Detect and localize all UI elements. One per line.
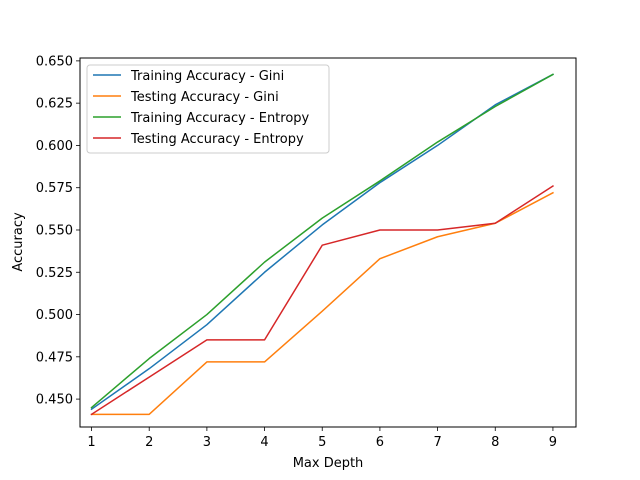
y-tick-label: 0.525: [36, 266, 73, 281]
x-axis-ticks: 1 2 3 4 5 6 7 8 9: [87, 427, 557, 450]
x-tick-label: 8: [491, 435, 499, 450]
y-tick-label: 0.575: [36, 181, 73, 196]
x-tick-label: 3: [203, 435, 211, 450]
y-tick-label: 0.600: [36, 139, 73, 154]
y-axis-ticks: 0.450 0.475 0.500 0.525 0.550 0.575 0.600 0.625…: [36, 54, 80, 408]
legend: Training Accuracy - Gini Testing Accuracy…: [86, 64, 330, 154]
series-line-4: [90, 184, 554, 416]
legend-label: Training Accuracy - Entropy: [130, 111, 310, 126]
legend-label: Testing Accuracy - Gini: [130, 90, 279, 105]
y-tick-label: 0.475: [36, 350, 73, 365]
x-tick-label: 6: [376, 435, 384, 450]
x-tick-label: 4: [260, 435, 268, 450]
series-layer: [90, 73, 554, 416]
y-tick-label: 0.500: [36, 308, 73, 323]
x-tick-label: 9: [549, 435, 557, 450]
series-line-3: [90, 73, 554, 409]
legend-label: Testing Accuracy - Entropy: [130, 132, 304, 147]
plot-frame: [79, 57, 577, 428]
y-tick-label: 0.650: [36, 54, 73, 69]
x-axis-label: Max Depth: [293, 456, 364, 471]
y-axis-label: Accuracy: [11, 212, 26, 272]
legend-box: [86, 64, 330, 154]
x-tick-label: 5: [318, 435, 326, 450]
y-tick-label: 0.550: [36, 223, 73, 238]
x-tick-label: 2: [145, 435, 153, 450]
y-tick-label: 0.450: [36, 393, 73, 408]
series-line-2: [90, 191, 554, 416]
x-tick-label: 7: [433, 435, 441, 450]
y-tick-label: 0.625: [36, 97, 73, 112]
legend-label: Training Accuracy - Gini: [130, 69, 284, 84]
x-tick-label: 1: [87, 435, 95, 450]
